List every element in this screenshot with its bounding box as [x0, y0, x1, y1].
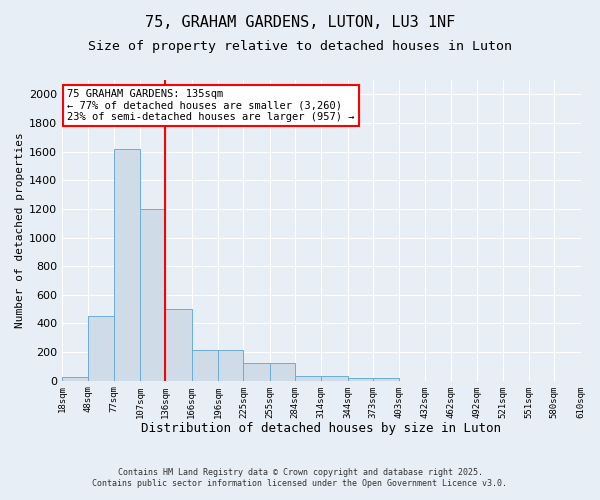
Text: Contains HM Land Registry data © Crown copyright and database right 2025.
Contai: Contains HM Land Registry data © Crown c…	[92, 468, 508, 487]
Y-axis label: Number of detached properties: Number of detached properties	[15, 132, 25, 328]
Text: Size of property relative to detached houses in Luton: Size of property relative to detached ho…	[88, 40, 512, 53]
Bar	[62, 377, 88, 380]
Bar	[322, 376, 347, 380]
Text: 75, GRAHAM GARDENS, LUTON, LU3 1NF: 75, GRAHAM GARDENS, LUTON, LU3 1NF	[145, 15, 455, 30]
Bar	[88, 316, 114, 380]
Bar	[114, 148, 140, 380]
Bar	[373, 378, 399, 380]
Bar	[192, 350, 218, 380]
Text: 75 GRAHAM GARDENS: 135sqm
← 77% of detached houses are smaller (3,260)
23% of se: 75 GRAHAM GARDENS: 135sqm ← 77% of detac…	[67, 89, 355, 122]
Bar	[244, 363, 269, 380]
Bar	[347, 378, 373, 380]
Bar	[218, 350, 244, 380]
X-axis label: Distribution of detached houses by size in Luton: Distribution of detached houses by size …	[142, 422, 502, 435]
Bar	[269, 363, 295, 380]
Bar	[140, 209, 166, 380]
Bar	[295, 376, 322, 380]
Bar	[166, 309, 192, 380]
